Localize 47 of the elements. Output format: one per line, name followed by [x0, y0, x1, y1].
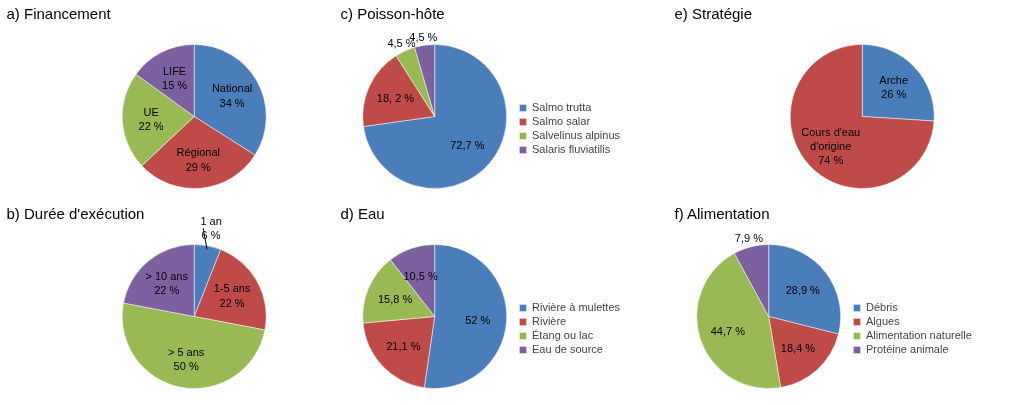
- data-label: 7,9 %: [734, 232, 764, 245]
- data-label: 34 %: [219, 96, 245, 109]
- data-label: 26 %: [881, 88, 907, 101]
- data-label: 44,7 %: [710, 324, 746, 337]
- data-label: 18, 2 %: [376, 92, 415, 105]
- slice-label: Régional: [176, 146, 220, 159]
- chart-title: f) Alimentation: [674, 204, 770, 222]
- legend-label: Protéine animale: [866, 343, 949, 355]
- slice-label: > 5 ans: [167, 345, 205, 358]
- data-label: 29 %: [185, 160, 212, 173]
- slice-label: Arche: [879, 73, 909, 86]
- slice-label: National: [211, 82, 253, 95]
- slice-label: 1 an: [200, 214, 222, 227]
- legend-label: Rivière à mulettes: [532, 301, 621, 313]
- data-label: 15,8 %: [377, 293, 413, 306]
- data-label: 22 %: [154, 284, 180, 297]
- legend-label: Rivière: [532, 315, 567, 327]
- data-label: 72,7 %: [450, 138, 485, 151]
- data-label: 21,1 %: [386, 340, 421, 353]
- data-label: 52 %: [465, 313, 491, 326]
- chart-title: c) Poisson-hôte: [340, 4, 445, 22]
- chart-title: a) Financement: [6, 4, 112, 22]
- chart-title: b) Durée d'exécution: [6, 204, 145, 222]
- data-label: 74 %: [818, 154, 844, 167]
- legend-label: Salvelinus alpinus: [532, 129, 621, 141]
- legend-label: Salmo trutta: [532, 101, 592, 113]
- slice-label: 1-5 ans: [213, 282, 251, 295]
- data-label: 6 %: [201, 229, 221, 242]
- slice-label: UE: [143, 106, 159, 119]
- legend-label: Salaris fluviatilis: [532, 143, 611, 155]
- legend-label: Eau de source: [532, 343, 603, 355]
- legend-label: Alimentation naturelle: [866, 329, 972, 341]
- legend-label: Salmo salar: [532, 115, 591, 127]
- data-label: 28,9 %: [785, 283, 821, 296]
- legend-label: Débris: [866, 301, 898, 313]
- chart-title: d) Eau: [340, 204, 385, 222]
- slice-label: Cours d'eau d'origine: [801, 125, 861, 153]
- data-label: 15 %: [162, 79, 188, 92]
- chart-title: e) Stratégie: [674, 4, 753, 22]
- slice-label: > 10 ans: [145, 270, 189, 283]
- legend-label: Algues: [866, 315, 900, 327]
- slice-label: LIFE: [162, 64, 187, 77]
- data-label: 18,4 %: [780, 342, 816, 355]
- data-label: 22 %: [219, 296, 245, 309]
- data-label: 50 %: [173, 360, 199, 373]
- legend-label: Étang ou lac: [532, 329, 594, 341]
- data-label: 22 %: [138, 120, 164, 133]
